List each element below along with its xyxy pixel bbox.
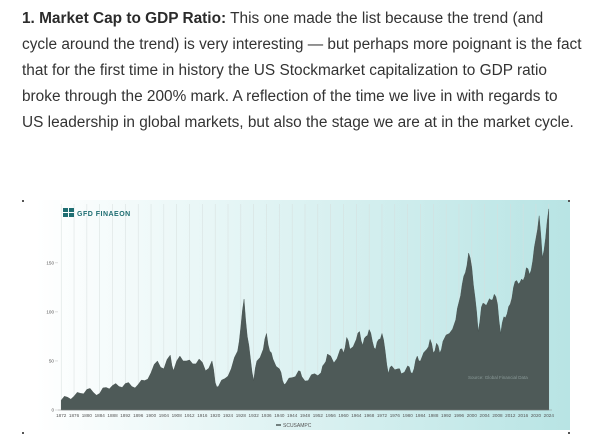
gfd-logo: GFD FINAEON: [63, 208, 131, 218]
x-tick-label: 1956: [326, 413, 337, 418]
frame-corner-br: [568, 432, 570, 434]
x-tick-label: 1892: [120, 413, 131, 418]
x-tick-label: 1988: [428, 413, 439, 418]
x-tick-label: 2008: [492, 413, 503, 418]
y-tick-label: 150: [46, 260, 54, 265]
x-tick-label: 1920: [210, 413, 221, 418]
frame-corner-tr: [568, 200, 570, 202]
y-tick-label: 100: [46, 309, 54, 314]
x-tick-label: 1960: [338, 413, 349, 418]
x-tick-label: 1880: [82, 413, 93, 418]
x-tick-label: 1936: [261, 413, 272, 418]
x-tick-label: 1904: [159, 413, 170, 418]
x-tick-label: 1872: [56, 413, 67, 418]
legend-label: SCUSAMPC: [283, 423, 312, 429]
logo-mark-3: [63, 213, 68, 217]
x-tick-label: 1976: [390, 413, 401, 418]
x-tick-label: 2016: [518, 413, 529, 418]
x-tick-label: 1984: [415, 413, 426, 418]
x-tick-label: 1968: [364, 413, 375, 418]
chart-container: 0 50 100 150 1872 1876 1880 1884 1888 1892 1896 19…: [22, 200, 570, 434]
x-tick-label: 1888: [107, 413, 118, 418]
logo-mark-2: [69, 208, 74, 212]
frame-corner-tl: [22, 200, 24, 202]
frame-corner-bl: [22, 432, 24, 434]
x-tick-label: 1940: [274, 413, 285, 418]
y-tick-label: 50: [49, 358, 55, 363]
x-tick-label: 1996: [454, 413, 465, 418]
x-tick-label: 1916: [197, 413, 208, 418]
source-label: Source: Global Financial Data: [468, 375, 528, 380]
logo-mark-1: [63, 208, 68, 212]
x-tick-label: 2012: [505, 413, 516, 418]
x-tick-label: 1876: [69, 413, 80, 418]
x-tick-label: 1972: [377, 413, 388, 418]
logo-mark-4: [69, 213, 74, 217]
x-tick-label: 1900: [146, 413, 157, 418]
x-tick-label: 2000: [467, 413, 478, 418]
legend: SCUSAMPC: [276, 423, 312, 429]
x-tick-label: 2004: [480, 413, 491, 418]
x-tick-label: 2020: [531, 413, 542, 418]
article-paragraph: 1. Market Cap to GDP Ratio: This one mad…: [22, 6, 582, 136]
x-axis-ticks: 1872 1876 1880 1884 1888 1892 1896 1900 1904 1908…: [56, 413, 554, 418]
logo-text: GFD FINAEON: [77, 211, 131, 218]
x-tick-label: 1952: [313, 413, 324, 418]
x-tick-label: 2024: [544, 413, 555, 418]
y-tick-label: 0: [51, 408, 54, 413]
x-tick-label: 1928: [236, 413, 247, 418]
x-tick-label: 1980: [403, 413, 414, 418]
series-area: [58, 208, 552, 411]
x-tick-label: 1896: [133, 413, 144, 418]
x-tick-label: 1948: [300, 413, 311, 418]
x-tick-label: 1908: [172, 413, 183, 418]
article-body: This one made the list because the trend…: [22, 10, 582, 131]
x-tick-label: 1992: [441, 413, 452, 418]
x-tick-label: 1964: [351, 413, 362, 418]
x-tick-label: 1924: [223, 413, 234, 418]
x-tick-label: 1944: [287, 413, 298, 418]
x-tick-label: 1912: [184, 413, 195, 418]
y-axis-ticks: 0 50 100 150: [46, 260, 58, 413]
article-heading: 1. Market Cap to GDP Ratio:: [22, 10, 227, 27]
series-area-scusampc: [61, 208, 549, 411]
x-tick-label: 1884: [95, 413, 106, 418]
x-tick-label: 1932: [249, 413, 260, 418]
